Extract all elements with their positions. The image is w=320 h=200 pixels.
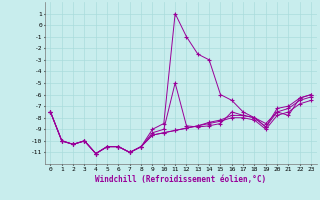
X-axis label: Windchill (Refroidissement éolien,°C): Windchill (Refroidissement éolien,°C) [95,175,266,184]
